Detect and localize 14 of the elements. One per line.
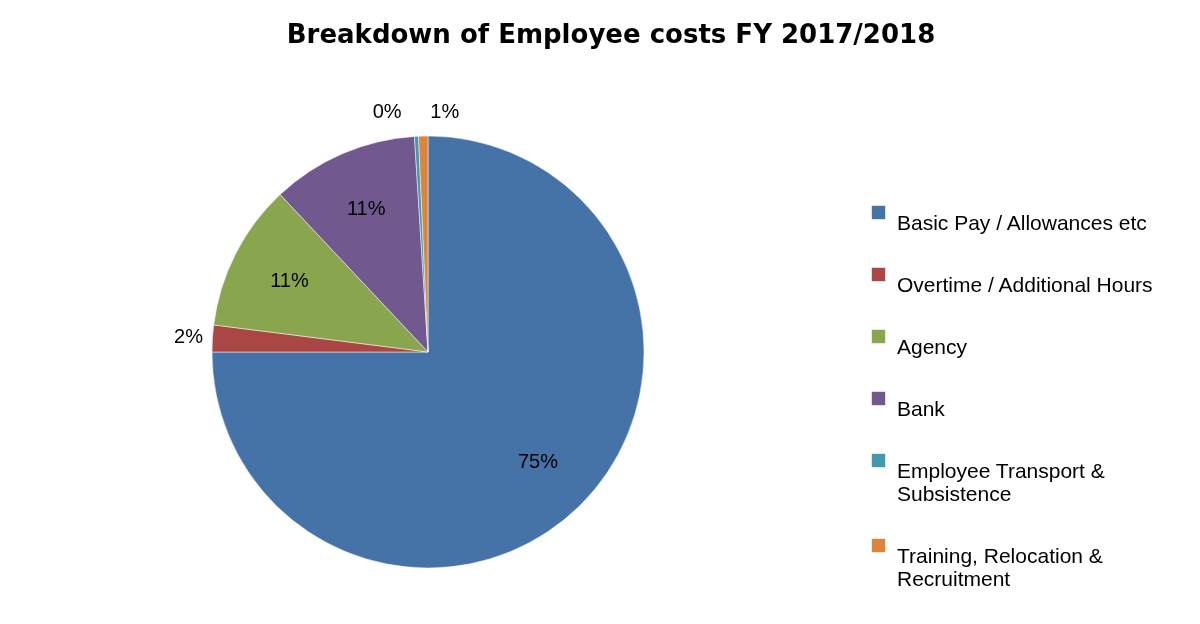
legend-label: Agency bbox=[897, 334, 968, 358]
legend-label: Bank bbox=[897, 396, 946, 420]
chart-title: Breakdown of Employee costs FY 2017/2018 bbox=[286, 19, 936, 49]
data-label: 11% bbox=[346, 197, 386, 220]
legend-label: Overtime / Additional Hours bbox=[897, 272, 1153, 296]
data-label: 75% bbox=[517, 449, 559, 472]
legend-label: Training, Relocation & Recruitment bbox=[897, 543, 1103, 590]
data-label: 0% bbox=[372, 100, 402, 123]
data-label: 2% bbox=[174, 324, 204, 347]
legend-label: Basic Pay / Allowances etc bbox=[897, 210, 1147, 234]
data-label: 11% bbox=[270, 269, 309, 292]
legend-label: Employee Transport & Subsistence bbox=[897, 458, 1105, 505]
data-label: 1% bbox=[430, 100, 460, 123]
pie-slice bbox=[211, 135, 645, 569]
